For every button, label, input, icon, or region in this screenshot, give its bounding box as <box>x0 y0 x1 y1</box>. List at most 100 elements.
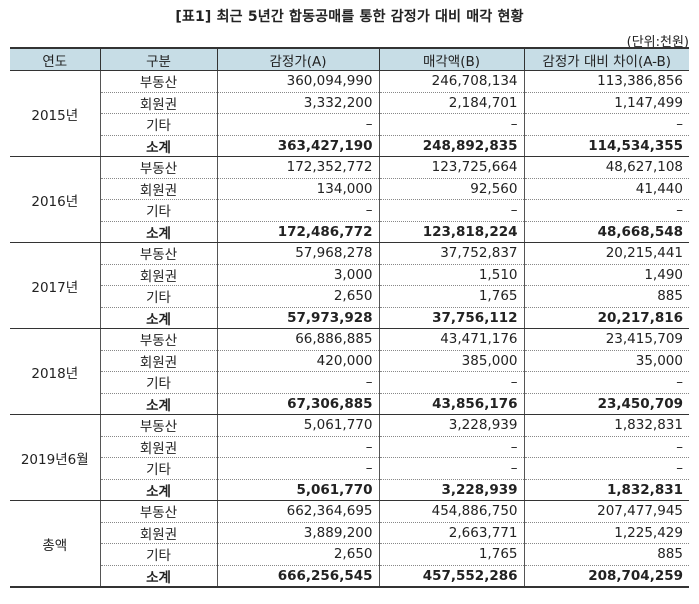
table-row: 소계 57,973,928 37,756,112 20,217,816 <box>10 307 689 329</box>
appraisal-cell: 5,061,770 <box>216 479 379 501</box>
table-row: 2016년 부동산 172,352,772 123,725,664 48,627,108 <box>10 156 689 243</box>
appraisal-cell: 2,650 <box>216 285 379 308</box>
appraisal-cell: 172,486,772 <box>216 221 379 243</box>
table-row: 소계 172,486,772 123,818,224 48,668,548 <box>10 221 689 243</box>
category-cell: 소계 <box>99 479 217 501</box>
difference-cell: 1,832,831 <box>523 414 689 437</box>
category-cell: 소계 <box>99 565 217 588</box>
category-cell: 부동산 <box>99 156 217 179</box>
appraisal-cell: – <box>216 113 379 136</box>
sale-cell: 246,708,134 <box>378 70 524 93</box>
category-cell: 부동산 <box>99 328 217 351</box>
table-row: 기타 2,650 1,765 885 <box>10 543 689 566</box>
difference-cell: – <box>523 457 689 480</box>
year-cell: 2017년 <box>10 242 100 329</box>
table-row: 기타 – – – <box>10 371 689 394</box>
sale-cell: – <box>378 457 524 480</box>
difference-cell: – <box>523 113 689 136</box>
table-row: 회원권 134,000 92,560 41,440 <box>10 178 689 200</box>
appraisal-cell: 666,256,545 <box>216 565 379 588</box>
header-year: 연도 <box>10 47 100 71</box>
difference-cell: 20,217,816 <box>523 307 689 329</box>
sale-cell: – <box>378 199 524 222</box>
difference-cell: 1,147,499 <box>523 92 689 114</box>
category-cell: 회원권 <box>99 92 217 114</box>
sale-cell: 43,856,176 <box>378 393 524 415</box>
table-row: 소계 666,256,545 457,552,286 208,704,259 <box>10 565 689 588</box>
appraisal-cell: 5,061,770 <box>216 414 379 437</box>
difference-cell: 113,386,856 <box>523 70 689 93</box>
difference-cell: – <box>523 371 689 394</box>
sale-cell: 457,552,286 <box>378 565 524 588</box>
table-row: 소계 5,061,770 3,228,939 1,832,831 <box>10 479 689 501</box>
sale-cell: – <box>378 371 524 394</box>
year-cell: 2016년 <box>10 156 100 243</box>
table-row: 기타 2,650 1,765 885 <box>10 285 689 308</box>
category-cell: 부동산 <box>99 70 217 93</box>
difference-cell: 1,490 <box>523 264 689 286</box>
header-category: 구분 <box>99 47 217 71</box>
difference-cell: 23,415,709 <box>523 328 689 351</box>
appraisal-cell: 363,427,190 <box>216 135 379 157</box>
table-row: 기타 – – – <box>10 457 689 480</box>
sale-cell: 1,510 <box>378 264 524 286</box>
difference-cell: 885 <box>523 543 689 566</box>
difference-cell: 1,225,429 <box>523 522 689 544</box>
difference-cell: 114,534,355 <box>523 135 689 157</box>
category-cell: 기타 <box>99 543 217 566</box>
category-cell: 부동산 <box>99 242 217 265</box>
year-cell: 2015년 <box>10 70 100 157</box>
appraisal-cell: – <box>216 436 379 458</box>
sale-cell: – <box>378 436 524 458</box>
appraisal-cell: 3,000 <box>216 264 379 286</box>
header-difference: 감정가 대비 차이(A-B) <box>523 47 689 71</box>
appraisal-cell: 2,650 <box>216 543 379 566</box>
category-cell: 회원권 <box>99 522 217 544</box>
category-cell: 회원권 <box>99 350 217 372</box>
table-row: 회원권 3,000 1,510 1,490 <box>10 264 689 286</box>
appraisal-cell: – <box>216 199 379 222</box>
table-row: 회원권 420,000 385,000 35,000 <box>10 350 689 372</box>
category-cell: 부동산 <box>99 414 217 437</box>
category-cell: 회원권 <box>99 178 217 200</box>
sale-cell: – <box>378 113 524 136</box>
sale-cell: 123,818,224 <box>378 221 524 243</box>
sale-cell: 385,000 <box>378 350 524 372</box>
table-row: 2015년 부동산 360,094,990 246,708,134 113,386,85… <box>10 70 689 157</box>
table-row: 회원권 – – – <box>10 436 689 458</box>
category-cell: 기타 <box>99 199 217 222</box>
category-cell: 기타 <box>99 285 217 308</box>
appraisal-cell: 3,332,200 <box>216 92 379 114</box>
appraisal-cell: 57,968,278 <box>216 242 379 265</box>
difference-cell: – <box>523 199 689 222</box>
category-cell: 기타 <box>99 457 217 480</box>
table-row: 2018년 부동산 66,886,885 43,471,176 23,415,709 <box>10 328 689 415</box>
difference-cell: 23,450,709 <box>523 393 689 415</box>
difference-cell: 207,477,945 <box>523 500 689 523</box>
appraisal-cell: – <box>216 457 379 480</box>
sale-cell: 37,756,112 <box>378 307 524 329</box>
appraisal-cell: 134,000 <box>216 178 379 200</box>
difference-cell: 20,215,441 <box>523 242 689 265</box>
table-row: 회원권 3,889,200 2,663,771 1,225,429 <box>10 522 689 544</box>
sale-cell: 454,886,750 <box>378 500 524 523</box>
header-appraisal: 감정가(A) <box>216 47 379 71</box>
appraisal-cell: 172,352,772 <box>216 156 379 179</box>
header-sale: 매각액(B) <box>378 47 524 71</box>
category-cell: 기타 <box>99 113 217 136</box>
category-cell: 소계 <box>99 307 217 329</box>
category-cell: 소계 <box>99 135 217 157</box>
difference-cell: 208,704,259 <box>523 565 689 588</box>
category-cell: 회원권 <box>99 436 217 458</box>
category-cell: 부동산 <box>99 500 217 523</box>
category-cell: 소계 <box>99 221 217 243</box>
sale-cell: 37,752,837 <box>378 242 524 265</box>
sale-cell: 1,765 <box>378 543 524 566</box>
category-cell: 기타 <box>99 371 217 394</box>
sale-cell: 1,765 <box>378 285 524 308</box>
difference-cell: 41,440 <box>523 178 689 200</box>
sale-cell: 3,228,939 <box>378 479 524 501</box>
sale-cell: 3,228,939 <box>378 414 524 437</box>
appraisal-cell: 420,000 <box>216 350 379 372</box>
appraisal-cell: 360,094,990 <box>216 70 379 93</box>
